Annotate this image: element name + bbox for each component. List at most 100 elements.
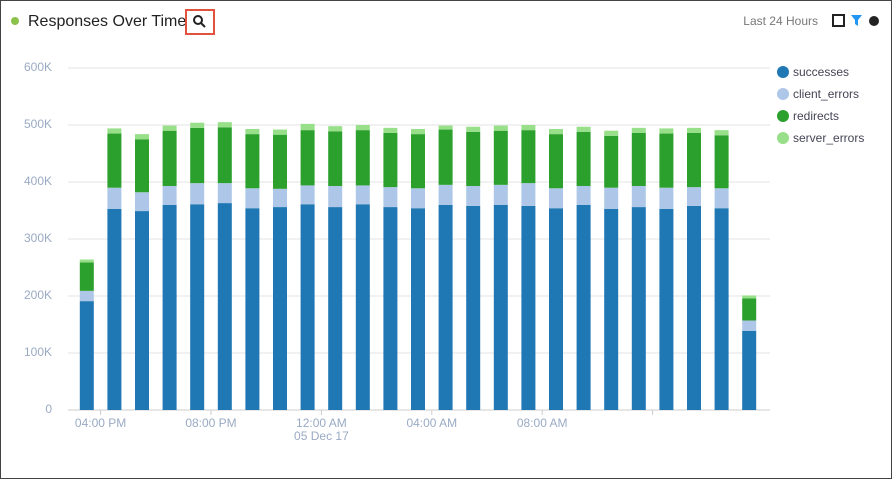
info-icon[interactable] xyxy=(869,16,879,26)
bar-segment xyxy=(383,207,398,410)
bar-segment xyxy=(659,208,674,410)
x-tick-label: 04:00 AM xyxy=(406,416,457,430)
bar-segment xyxy=(217,122,232,128)
y-tick-label: 500K xyxy=(24,117,52,131)
bar-segment xyxy=(79,259,94,263)
bar-segment xyxy=(714,188,729,209)
bar-segment xyxy=(162,185,177,205)
bar-segment xyxy=(549,134,563,189)
bar-segment xyxy=(493,130,508,185)
bar-segment xyxy=(328,207,343,410)
bar-segment xyxy=(687,205,701,410)
bar-segment xyxy=(245,188,260,209)
bar-segment xyxy=(190,204,205,410)
y-tick-label: 300K xyxy=(24,231,52,245)
bar-segment xyxy=(493,204,508,410)
bar-segment xyxy=(79,290,94,302)
bar-segment xyxy=(604,135,619,188)
y-tick-label: 0 xyxy=(45,402,52,416)
bar-segment xyxy=(383,127,398,133)
bar-segment xyxy=(576,204,591,410)
bar-segment xyxy=(687,132,701,188)
bar-segment xyxy=(521,183,536,206)
y-tick-label: 400K xyxy=(24,174,52,188)
panel-title: Responses Over Time xyxy=(28,13,186,30)
bar-segment xyxy=(79,262,94,291)
bar-segment xyxy=(217,183,232,204)
legend-label: successes xyxy=(793,65,849,79)
bar-segment xyxy=(383,132,398,188)
zoom-icon xyxy=(193,15,203,25)
bar-segment xyxy=(300,130,315,186)
bar-segment xyxy=(411,188,425,209)
bar-segment xyxy=(411,128,425,135)
bar-segment xyxy=(576,131,591,186)
bar-segment xyxy=(273,207,287,410)
y-tick-label: 100K xyxy=(24,345,52,359)
bar-segment xyxy=(466,185,481,206)
x-tick-label: 08:00 AM xyxy=(517,416,568,430)
bar-segment xyxy=(135,192,149,212)
bar-segment xyxy=(107,133,122,188)
bar-segment xyxy=(493,125,508,131)
bar-segment xyxy=(742,320,757,331)
status-dot xyxy=(11,17,19,25)
bar-segment xyxy=(466,205,481,410)
legend-swatch xyxy=(777,66,789,78)
time-range: Last 24 Hours xyxy=(743,14,818,28)
y-tick-label: 200K xyxy=(24,288,52,302)
bar-segment xyxy=(355,204,370,410)
bar-segment xyxy=(190,127,205,184)
legend-swatch xyxy=(777,110,789,122)
bar-segment xyxy=(493,184,508,205)
bar-segment xyxy=(521,205,536,410)
bar-segment xyxy=(549,188,563,209)
bar-segment xyxy=(328,126,343,132)
bar-segment xyxy=(714,208,729,410)
legend-swatch xyxy=(777,132,789,144)
bar-segment xyxy=(549,128,563,135)
bar-segment xyxy=(273,134,287,189)
bar-segment xyxy=(438,184,453,205)
bar-segment xyxy=(190,122,205,128)
bar-segment xyxy=(631,185,646,208)
bar-segment xyxy=(659,187,674,209)
bar-segment xyxy=(549,208,563,410)
bar-segment xyxy=(466,126,481,132)
zoom-button[interactable] xyxy=(185,9,215,35)
bar-segment xyxy=(162,204,177,410)
bar-segment xyxy=(742,330,757,410)
bar-segment xyxy=(273,129,287,135)
x-tick-sublabel: 05 Dec 17 xyxy=(294,429,349,443)
bar-segment xyxy=(328,185,343,208)
bar-segment xyxy=(217,127,232,184)
bar-segment xyxy=(355,185,370,205)
bar-segment xyxy=(411,208,425,410)
bar-segment xyxy=(383,187,398,208)
bar-segment xyxy=(245,128,260,135)
bar-segment xyxy=(438,125,453,130)
bar-segment xyxy=(135,211,149,410)
legend-label: redirects xyxy=(793,109,839,123)
bar-segment xyxy=(411,134,425,189)
bar-segment xyxy=(217,203,232,410)
bar-segment xyxy=(576,185,591,205)
bar-segment xyxy=(604,130,619,136)
legend-swatch xyxy=(777,88,789,100)
bar-segment xyxy=(162,130,177,186)
bar-segment xyxy=(714,130,729,136)
bar-segment xyxy=(631,132,646,186)
expand-icon[interactable] xyxy=(832,14,845,27)
bar-segment xyxy=(245,208,260,410)
bar-segment xyxy=(355,130,370,186)
x-tick-label: 12:00 AM xyxy=(296,416,347,430)
bar-segment xyxy=(355,125,370,131)
y-tick-label: 600K xyxy=(24,60,52,74)
bar-segment xyxy=(604,187,619,209)
filter-icon[interactable] xyxy=(851,15,862,26)
bar-segment xyxy=(107,187,122,209)
bar-segment xyxy=(107,128,122,134)
x-tick-label: 08:00 PM xyxy=(185,416,236,430)
bar-segment xyxy=(245,134,260,189)
